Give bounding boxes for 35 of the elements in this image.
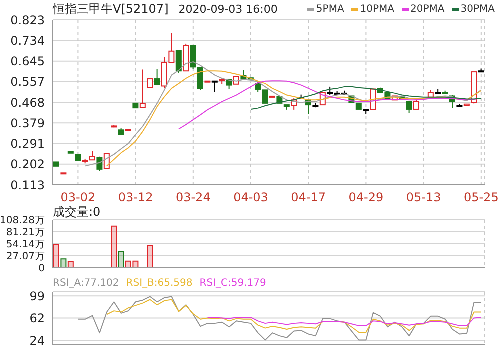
y-tick-label: 24: [30, 334, 45, 348]
legend-label: 5PMA: [316, 4, 344, 14]
y-tick-label: 0.557: [10, 75, 45, 90]
text: RSI_C:59.179: [200, 278, 266, 289]
y-tick-label: 0.734: [10, 34, 45, 48]
y-tick-label: 108.28万: [0, 216, 45, 227]
y-tick-label: 0.823: [10, 13, 45, 28]
chart-title: 恒指三甲牛V[52107]: [53, 0, 169, 18]
x-tick-label: 04-29: [348, 190, 384, 205]
x-tick-label: 03-12: [118, 190, 154, 205]
y-tick-label: 0.468: [10, 96, 45, 110]
legend-label: 20PMA: [410, 4, 445, 14]
y-tick-label: 99: [30, 289, 45, 304]
chart-title: 成交量:0: [53, 204, 101, 221]
series-label: RSI_B:65.598: [126, 278, 193, 289]
x-tick-label: 05-13: [406, 190, 442, 205]
y-tick-label: 0.645: [10, 54, 45, 69]
y-tick-label: 62: [30, 311, 45, 326]
x-tick-label: 04-03: [234, 190, 268, 205]
series-label: RSI_A:77.102: [53, 278, 120, 289]
legend-label: 10PMA: [360, 4, 395, 14]
y-tick-label: 0.379: [10, 116, 45, 130]
x-tick-label: 03-02: [60, 190, 96, 205]
x-tick-label: 03-24: [176, 190, 211, 205]
y-tick-label: 27.07万: [6, 252, 45, 263]
y-tick-label: 0: [38, 264, 45, 275]
y-tick-label: 0.113: [10, 178, 45, 192]
x-tick-label: 04-17: [291, 190, 326, 205]
y-tick-label: 54.14万: [6, 240, 45, 251]
y-tick-label: 0.291: [10, 136, 45, 151]
legend-label: 30PMA: [460, 4, 495, 14]
y-tick-label: 0.202: [10, 158, 45, 172]
y-tick-label: 81.21万: [6, 228, 45, 239]
chart-subtitle: 2020-09-03 16:00: [178, 2, 278, 16]
x-tick-label: 05-25: [464, 190, 499, 205]
